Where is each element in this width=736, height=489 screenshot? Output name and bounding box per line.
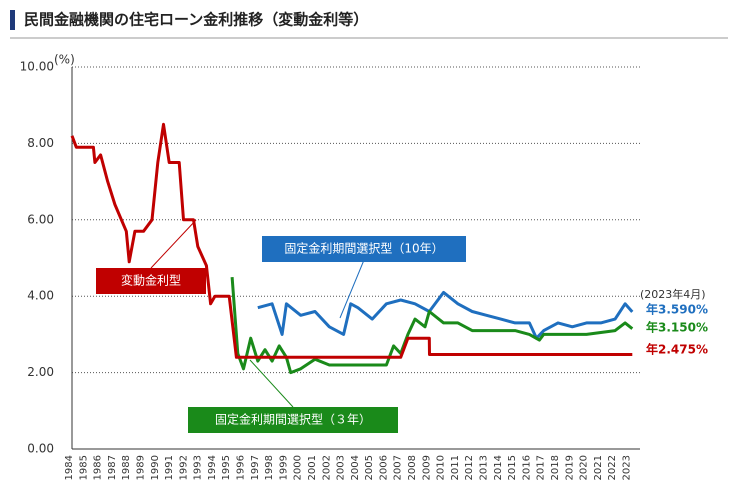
x-tick-label: 2022 <box>607 455 618 480</box>
legend-label: 変動金利型 <box>121 273 181 288</box>
x-tick-label: 2008 <box>407 455 418 480</box>
x-tick-label: 2014 <box>493 455 504 480</box>
end-label: 年3.590% <box>646 302 708 317</box>
x-tick-label: 2001 <box>307 455 318 480</box>
x-tick-label: 2019 <box>564 455 575 480</box>
x-tick-label: 1999 <box>278 455 289 480</box>
x-tick-label: 1985 <box>78 455 89 480</box>
legend-label: 固定金利期間選択型（３年） <box>215 412 371 427</box>
x-tick-label: 2021 <box>593 455 604 480</box>
y-tick-label: 8.00 <box>27 136 54 150</box>
x-tick-label: 2015 <box>507 455 518 480</box>
y-tick-label: 4.00 <box>27 289 54 303</box>
y-tick-label: 2.00 <box>27 365 54 379</box>
x-tick-label: 2004 <box>350 455 361 480</box>
x-tick-label: 2012 <box>464 455 475 480</box>
y-unit: (%) <box>54 53 75 67</box>
x-tick-label: 2007 <box>393 455 404 480</box>
series-line <box>230 276 634 375</box>
x-tick-label: 1992 <box>178 455 189 480</box>
x-tick-label: 1987 <box>107 455 118 480</box>
x-tick-label: 2006 <box>378 455 389 480</box>
x-tick-label: 1997 <box>250 455 261 480</box>
x-tick-label: 1989 <box>135 455 146 480</box>
x-tick-label: 1988 <box>121 455 132 480</box>
chart-title: 民間金融機関の住宅ローン金利推移（変動金利等） <box>24 11 368 29</box>
callout-line <box>339 259 365 319</box>
x-tick-label: 1984 <box>64 455 75 480</box>
x-tick-label: 1995 <box>221 455 232 480</box>
x-tick-label: 2003 <box>336 455 347 480</box>
y-tick-label: 0.00 <box>27 442 54 456</box>
y-tick-label: 10.00 <box>20 60 54 74</box>
x-tick-label: 1998 <box>264 455 275 480</box>
series-line <box>70 122 633 359</box>
series-line <box>257 290 634 340</box>
x-tick-label: 1986 <box>93 455 104 480</box>
x-tick-label: 2018 <box>550 455 561 480</box>
x-tick-label: 2005 <box>364 455 375 480</box>
callout-line <box>150 219 197 269</box>
x-tick-label: 1991 <box>164 455 175 480</box>
x-tick-label: 2013 <box>478 455 489 480</box>
series-label-box <box>262 236 466 262</box>
x-tick-label: 2010 <box>436 455 447 480</box>
legend-label: 固定金利期間選択型（10年） <box>284 241 443 256</box>
x-tick-label: 1993 <box>193 455 204 480</box>
x-tick-label: 2000 <box>293 455 304 480</box>
series-label-box <box>188 407 398 433</box>
x-tick-label: 2009 <box>421 455 432 480</box>
x-tick-label: 2002 <box>321 455 332 480</box>
title-marker <box>10 10 15 30</box>
x-tick-label: 1996 <box>236 455 247 480</box>
x-tick-label: 2011 <box>450 455 461 480</box>
end-label: 年2.475% <box>646 342 708 357</box>
x-tick-label: 2016 <box>521 455 532 480</box>
x-tick-label: 2017 <box>536 455 547 480</box>
date-note: (2023年4月) <box>640 287 706 301</box>
end-label: 年3.150% <box>646 320 708 335</box>
y-tick-label: 6.00 <box>27 212 54 226</box>
x-tick-label: 2020 <box>579 455 590 480</box>
x-tick-label: 1994 <box>207 455 218 480</box>
series-label-box <box>96 268 206 294</box>
callout-line <box>249 359 294 408</box>
x-tick-label: 2023 <box>621 455 632 480</box>
x-tick-label: 1990 <box>150 455 161 480</box>
